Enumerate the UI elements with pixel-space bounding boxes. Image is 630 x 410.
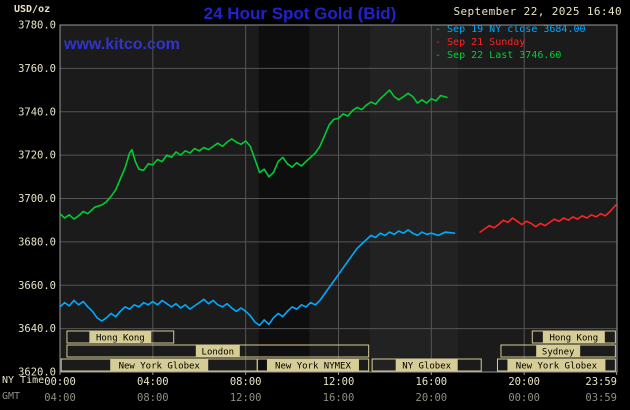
y-tick-label: 3720.0 <box>18 150 56 162</box>
ny-time-axis-label: NY Time <box>2 375 45 386</box>
kitco-website-link[interactable]: www.kitco.com <box>64 36 180 53</box>
y-axis-units-label: USD/oz <box>14 4 51 15</box>
session-label-box <box>89 331 152 343</box>
session-label: New York Globex <box>119 362 201 372</box>
session-bar <box>66 344 370 358</box>
gmt-tick: 04:00 <box>44 392 76 404</box>
session-label: New York NYMEX <box>275 362 351 372</box>
gmt-tick: 00:00 <box>508 392 540 404</box>
price-line-sep-21-sunday <box>479 204 617 233</box>
ny-time-tick: 20:00 <box>508 376 540 388</box>
y-tick-label: 3700.0 <box>18 193 56 205</box>
session-bar <box>256 358 370 372</box>
price-line-sep-19-ny-close <box>59 229 456 327</box>
session-label: New York Globex <box>516 362 598 372</box>
session-label-box <box>542 331 605 343</box>
session-label-box <box>195 345 240 357</box>
legend-item: - Sep 22 Last 3746.60 <box>435 50 562 61</box>
ny-time-tick: 12:00 <box>323 376 355 388</box>
session-label: Hong Kong <box>96 334 145 344</box>
session-bar <box>500 344 616 358</box>
session-label: Hong Kong <box>549 334 598 344</box>
session-bar <box>531 330 616 344</box>
session-label-box <box>536 345 581 357</box>
y-tick-label: 3620.0 <box>18 367 56 379</box>
ny-time-tick: 00:00 <box>44 376 76 388</box>
legend: - Sep 19 NY close 3684.00 - Sep 21 Sunday… <box>435 23 622 62</box>
chart-datetime: September 22, 2025 16:40 <box>453 5 622 18</box>
legend-item: - Sep 21 Sunday <box>435 37 526 48</box>
ny-time-tick: 16:00 <box>416 376 448 388</box>
legend-item: - Sep 19 NY close 3684.00 <box>435 24 586 35</box>
gmt-tick: 03:59 <box>585 392 617 404</box>
y-tick-label: 3640.0 <box>18 323 56 335</box>
ny-time-tick: 04:00 <box>137 376 169 388</box>
session-label: London <box>202 348 235 358</box>
session-label-box <box>110 359 209 371</box>
session-label-box <box>266 359 359 371</box>
y-tick-label: 3780.0 <box>18 20 56 32</box>
session-label: NY Globex <box>402 362 451 372</box>
y-tick-label: 3680.0 <box>18 236 56 248</box>
y-tick-label: 3740.0 <box>18 106 56 118</box>
y-tick-label: 3760.0 <box>18 63 56 75</box>
chart-title: 24 Hour Spot Gold (Bid) <box>203 4 397 23</box>
ny-time-tick: 23:59 <box>585 376 617 388</box>
gmt-tick: 12:00 <box>230 392 262 404</box>
y-tick-label: 3660.0 <box>18 280 56 292</box>
price-line-sep-22 <box>59 89 448 220</box>
session-label-box <box>395 359 458 371</box>
gmt-tick: 16:00 <box>323 392 355 404</box>
gmt-axis-label: GMT <box>2 391 21 402</box>
session-label: Sydney <box>542 348 575 358</box>
ny-time-tick: 08:00 <box>230 376 262 388</box>
session-bar <box>66 330 175 344</box>
session-bar <box>496 358 616 372</box>
session-label-box <box>507 359 606 371</box>
gmt-tick: 08:00 <box>137 392 169 404</box>
session-bar <box>371 358 482 372</box>
gmt-tick: 20:00 <box>416 392 448 404</box>
